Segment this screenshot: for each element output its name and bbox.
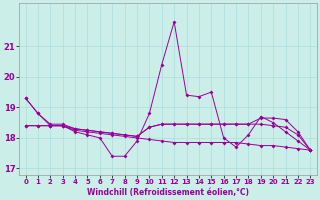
X-axis label: Windchill (Refroidissement éolien,°C): Windchill (Refroidissement éolien,°C) bbox=[87, 188, 249, 197]
